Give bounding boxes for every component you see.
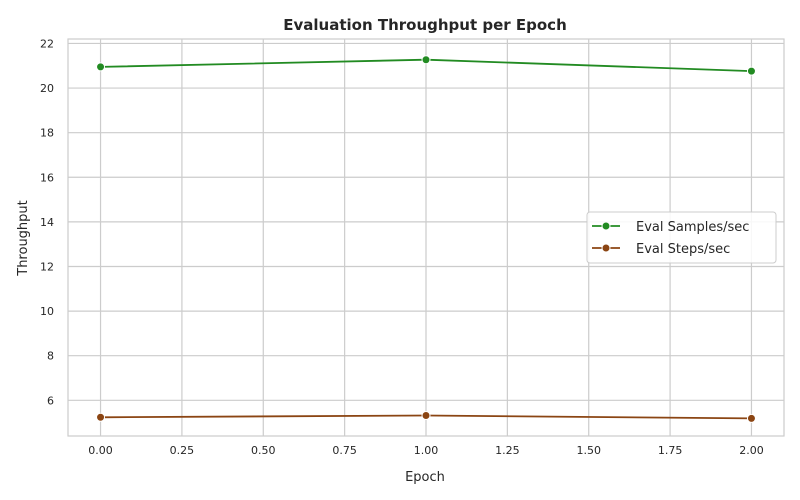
y-axis-title: Throughput xyxy=(16,200,31,277)
legend-swatch-marker xyxy=(601,243,611,253)
y-tick-label: 16 xyxy=(40,171,54,184)
x-tick-label: 1.75 xyxy=(658,444,683,457)
x-tick-label: 0.50 xyxy=(251,444,276,457)
data-point xyxy=(421,410,431,420)
x-tick-label: 2.00 xyxy=(739,444,764,457)
y-tick-label: 14 xyxy=(40,216,54,229)
data-point xyxy=(421,55,431,65)
legend: Eval Samples/sec Eval Steps/sec xyxy=(586,211,777,264)
x-tick-label: 0.25 xyxy=(170,444,195,457)
data-point xyxy=(96,412,106,422)
series-layer xyxy=(96,55,756,423)
legend-label: Eval Samples/sec xyxy=(636,220,749,235)
x-tick-label: 0.75 xyxy=(332,444,357,457)
x-tick-label: 1.50 xyxy=(576,444,601,457)
data-point xyxy=(746,413,756,423)
x-tick-label: 1.25 xyxy=(495,444,520,457)
y-tick-label: 6 xyxy=(47,394,54,407)
x-tick-label: 0.00 xyxy=(88,444,113,457)
plot-frame xyxy=(67,38,785,437)
legend-label: Eval Steps/sec xyxy=(636,242,730,257)
data-point xyxy=(746,66,756,76)
grid xyxy=(68,39,784,436)
legend-frame xyxy=(586,211,777,264)
y-tick-label: 22 xyxy=(40,37,54,50)
x-tick-label: 1.00 xyxy=(414,444,439,457)
x-axis: 0.00 0.25 0.50 0.75 1.00 1.25 1.50 1.75 2.00 xyxy=(88,444,763,457)
y-axis: 6 8 10 12 14 16 18 20 22 xyxy=(40,37,54,407)
series-2 xyxy=(96,410,756,423)
y-tick-label: 8 xyxy=(47,350,54,363)
y-tick-label: 18 xyxy=(40,127,54,140)
chart-title: Evaluation Throughput per Epoch xyxy=(283,16,567,34)
x-axis-title: Epoch xyxy=(405,470,445,485)
legend-swatch-marker xyxy=(601,221,611,231)
data-point xyxy=(96,62,106,72)
series-1 xyxy=(96,55,756,76)
y-tick-label: 10 xyxy=(40,305,54,318)
y-tick-label: 20 xyxy=(40,82,54,95)
y-tick-label: 12 xyxy=(40,260,54,273)
